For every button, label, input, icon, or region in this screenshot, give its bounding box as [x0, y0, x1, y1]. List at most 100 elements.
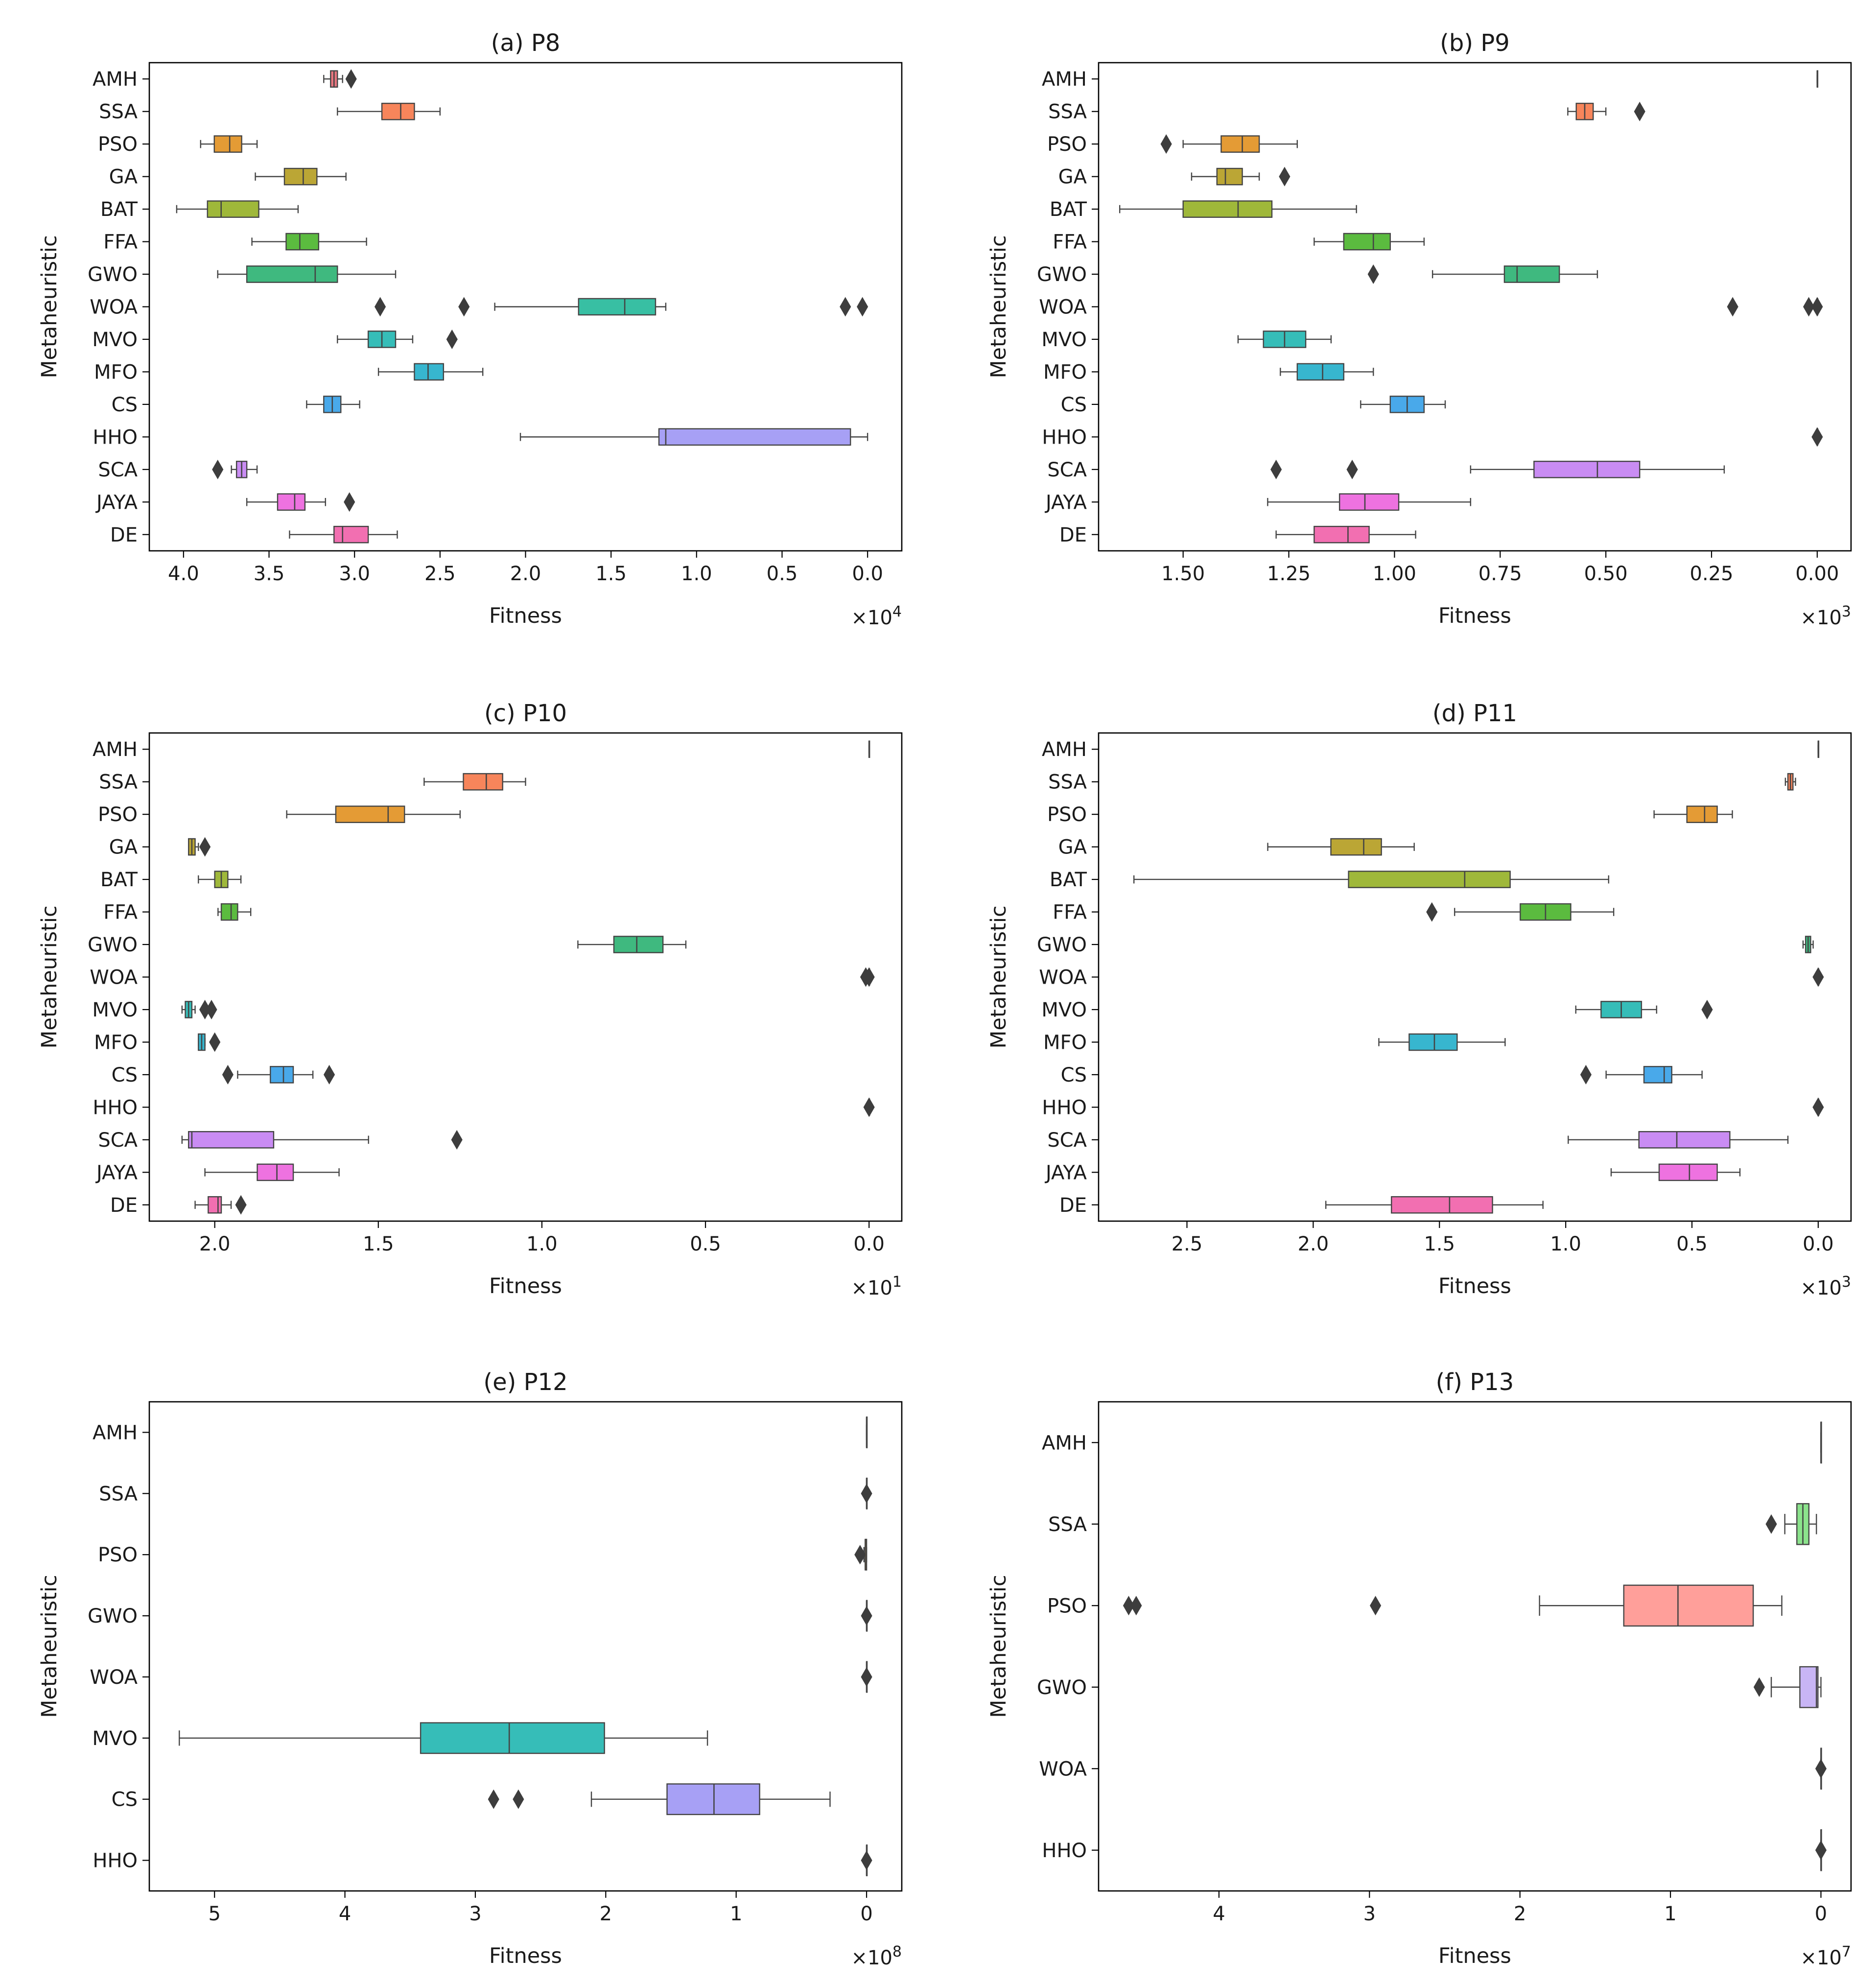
iqr-box [666, 1783, 760, 1816]
multiplier-exponent: 3 [1842, 603, 1851, 620]
category-label: MVO [92, 329, 138, 351]
outlier-point [1123, 1596, 1135, 1616]
box-de [1275, 525, 1416, 543]
iqr-box [1182, 200, 1273, 218]
box-jaya [1267, 493, 1472, 511]
outlier-point [1815, 1759, 1827, 1779]
box-woa [1815, 1747, 1827, 1790]
outlier-point [1279, 166, 1290, 187]
outlier-point [451, 1130, 463, 1150]
box-mvo [1237, 330, 1332, 348]
outlier-point [458, 297, 470, 317]
subplot-e: (e) P12 Fitness Metaheuristic ×108 5 4 3 2 1 0 AMH… [37, 1369, 903, 1969]
box-ssa [861, 1477, 872, 1510]
x-axis-label: Fitness [489, 1944, 562, 1968]
iqr-box [188, 1131, 275, 1149]
box-cs [1360, 396, 1446, 413]
box-cs [306, 396, 360, 413]
outlier-point [861, 1606, 872, 1626]
multiplier-exponent: 3 [1842, 1274, 1851, 1291]
iqr-box [1643, 1066, 1673, 1084]
iqr-box [246, 265, 338, 283]
axis-scale-multiplier: ×103 [1800, 603, 1851, 629]
iqr-box [208, 1196, 222, 1214]
multiplier-base: ×10 [1800, 1947, 1841, 1969]
category-label: WOA [1039, 296, 1087, 319]
box-ssa [1784, 773, 1796, 791]
x-axis-label: Fitness [1438, 1944, 1511, 1968]
multiplier-exponent: 4 [892, 603, 902, 620]
category-label: AMH [1042, 1432, 1087, 1454]
x-tick-label: 4.0 [168, 563, 199, 585]
category-label: DE [110, 1194, 138, 1217]
iqr-box [420, 1722, 605, 1754]
box-mvo [337, 329, 458, 349]
category-label: GA [1058, 836, 1087, 859]
category-label: SCA [1047, 459, 1087, 481]
iqr-box [1220, 135, 1260, 153]
outlier-point [863, 967, 875, 987]
multiplier-base: ×10 [1800, 1277, 1841, 1299]
category-label: SSA [99, 1483, 138, 1505]
category-label: SCA [98, 459, 138, 481]
iqr-box [1686, 805, 1718, 823]
box-pso [854, 1538, 868, 1571]
iqr-box [578, 298, 657, 316]
outlier-point [1811, 427, 1823, 447]
x-axis-label: Fitness [489, 1274, 562, 1298]
iqr-box [1658, 1163, 1718, 1181]
subplot-b: (b) P9 Fitness Metaheuristic ×103 1.50 1.25 1.… [986, 29, 1852, 629]
category-label: MFO [94, 1031, 138, 1054]
x-tick-label: 2.5 [424, 563, 456, 585]
category-label: PSO [98, 803, 138, 826]
outlier-point [222, 1064, 234, 1085]
box-ga [255, 167, 347, 186]
subplot-title: (d) P11 [1432, 700, 1517, 727]
category-label: SSA [1048, 771, 1087, 794]
box-de [289, 525, 398, 543]
box-gwo [217, 265, 397, 283]
plot-frame [1098, 62, 1852, 552]
y-axis-label: Metaheuristic [986, 905, 1011, 1048]
box-mvo [181, 999, 217, 1019]
outlier-point [1367, 264, 1379, 284]
box-cs [488, 1783, 831, 1816]
category-label: CS [112, 1064, 138, 1086]
category-label: MFO [1043, 1031, 1087, 1054]
box-ffa [217, 903, 252, 921]
category-label: PSO [1047, 133, 1087, 156]
outlier-point [857, 297, 868, 317]
iqr-box [1313, 525, 1370, 543]
outlier-point [1765, 1514, 1777, 1534]
axis-scale-multiplier: ×107 [1800, 1943, 1851, 1969]
outlier-point [344, 492, 355, 512]
category-label: SSA [99, 771, 138, 794]
x-axis-label: Fitness [1438, 604, 1511, 628]
box-jaya [1610, 1163, 1741, 1181]
category-label: SCA [1047, 1129, 1087, 1152]
category-label: PSO [98, 133, 138, 156]
x-tick-label: 0.75 [1478, 563, 1522, 585]
outlier-point [861, 1850, 872, 1870]
box-de [194, 1195, 247, 1215]
x-tick-label: 0.25 [1690, 563, 1734, 585]
category-label: MVO [1041, 999, 1087, 1021]
iqr-box [1338, 493, 1400, 511]
outlier-point [1812, 967, 1824, 987]
iqr-box [220, 903, 238, 921]
multiplier-base: ×10 [1800, 607, 1841, 629]
plot-frame [148, 732, 903, 1222]
box-bat [176, 200, 299, 218]
box-gwo [1367, 264, 1598, 284]
box-gwo [1802, 936, 1814, 953]
iqr-box [213, 135, 242, 153]
category-label: DE [1059, 1194, 1087, 1217]
outlier-point [1580, 1064, 1592, 1085]
category-label: FFA [103, 231, 138, 254]
category-label: BAT [1050, 198, 1087, 221]
multiplier-base: ×10 [851, 607, 892, 629]
x-tick-label: 2.0 [1298, 1233, 1329, 1255]
outlier-point [1130, 1596, 1142, 1616]
category-label: CS [112, 394, 138, 416]
